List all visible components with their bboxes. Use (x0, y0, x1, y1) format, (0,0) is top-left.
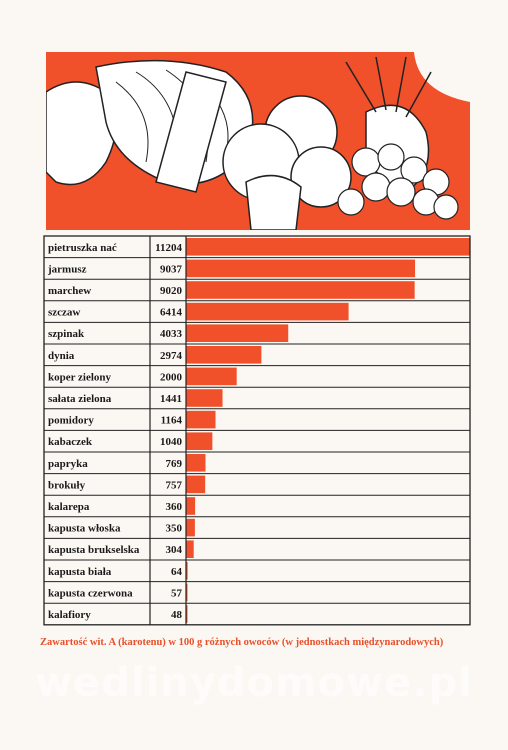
value-label: 4033 (160, 328, 183, 340)
value-label: 11204 (155, 242, 182, 254)
category-label: pietruszka nać (48, 242, 117, 254)
category-label: dynia (48, 350, 75, 362)
chart-caption: Zawartość wit. A (karotenu) w 100 g różn… (40, 637, 444, 648)
category-label: kapusta włoska (48, 523, 121, 535)
category-label: sałata zielona (48, 393, 112, 405)
watermark: wedlinydomowe.pl (35, 660, 473, 706)
category-label: brokuły (48, 479, 86, 491)
bar (186, 389, 223, 407)
value-label: 2000 (160, 371, 183, 383)
value-label: 1441 (160, 393, 182, 405)
bar (186, 497, 196, 515)
bar (186, 302, 349, 321)
bar (186, 281, 415, 299)
value-label: 757 (166, 479, 183, 491)
category-label: marchew (48, 285, 91, 297)
value-label: 9037 (160, 263, 183, 275)
category-label: kalarepa (48, 501, 90, 513)
category-label: kapusta czerwona (48, 587, 133, 599)
category-label: szpinak (48, 328, 85, 340)
value-label: 48 (171, 609, 183, 621)
value-label: 360 (166, 501, 183, 513)
vegetables-illustration (46, 52, 470, 230)
category-label: kapusta brukselska (48, 544, 140, 556)
bar (186, 346, 262, 364)
bar (186, 238, 470, 256)
value-label: 769 (166, 458, 183, 470)
category-label: jarmusz (47, 263, 87, 275)
bar (186, 454, 206, 472)
bar (186, 410, 216, 429)
bar (186, 324, 289, 342)
category-label: kapusta biała (48, 566, 112, 578)
category-label: koper zielony (48, 371, 112, 383)
category-label: kabaczek (48, 436, 93, 448)
category-label: kalafiory (48, 609, 91, 621)
category-label: pomidory (48, 415, 94, 427)
bar (186, 518, 195, 537)
value-label: 6414 (160, 307, 183, 319)
value-label: 2974 (160, 350, 183, 362)
category-label: papryka (48, 458, 88, 470)
value-label: 57 (171, 587, 183, 599)
value-label: 64 (171, 566, 183, 578)
value-label: 1040 (160, 436, 183, 448)
bar (186, 259, 416, 278)
category-label: szczaw (48, 307, 80, 319)
value-label: 1164 (161, 415, 183, 427)
bar (186, 367, 237, 386)
bar (186, 562, 188, 580)
value-label: 304 (166, 544, 183, 556)
bar (186, 605, 188, 623)
bar (186, 583, 188, 602)
bar (186, 432, 213, 450)
value-label: 9020 (160, 285, 183, 297)
bar (186, 540, 194, 558)
bar (186, 475, 206, 494)
value-label: 350 (166, 523, 183, 535)
